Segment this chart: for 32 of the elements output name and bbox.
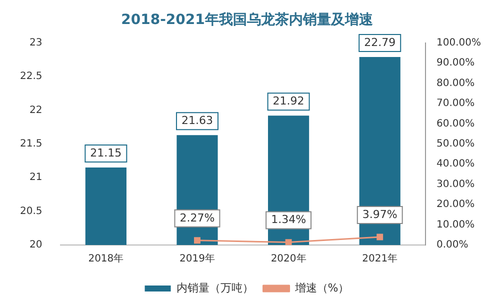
- y2-tick-label: 10.00%: [436, 219, 475, 230]
- chart-title: 2018-2021年我国乌龙茶内销量及增速: [121, 12, 374, 28]
- y2-tick-label: 30.00%: [436, 178, 475, 190]
- data-label: 3.97%: [362, 208, 398, 221]
- data-label: 21.63: [181, 114, 213, 127]
- y-tick-label: 20.5: [20, 206, 42, 217]
- y2-tick-label: 80.00%: [436, 78, 475, 89]
- y-tick-label: 21: [30, 172, 42, 184]
- data-label: 21.92: [272, 94, 304, 108]
- data-label: 1.34%: [271, 213, 306, 226]
- y-tick-label: 21.5: [20, 138, 42, 150]
- y2-tick-label: 70.00%: [436, 98, 475, 110]
- y-tick-label: 23: [30, 37, 42, 48]
- y2-tick-label: 60.00%: [436, 118, 475, 130]
- y2-tick-label: 20.00%: [436, 199, 475, 210]
- x-tick-label: 2019年: [180, 252, 215, 265]
- y2-tick-label: 50.00%: [436, 138, 475, 150]
- data-label: 2.27%: [180, 211, 215, 224]
- legend-label: 增速（%）: [294, 281, 350, 294]
- x-tick-label: 2021年: [362, 252, 398, 265]
- y-tick-label: 20: [30, 240, 42, 251]
- y2-tick-label: 40.00%: [436, 158, 475, 170]
- y-tick-label: 22: [30, 104, 42, 116]
- y2-tick-label: 0.00%: [436, 240, 468, 251]
- legend-label: 内销量（万吨）: [176, 281, 254, 294]
- y-tick-label: 22.5: [20, 71, 42, 82]
- y2-tick-label: 90.00%: [436, 58, 475, 69]
- x-tick-label: 2018年: [88, 252, 124, 265]
- y2-tick-label: 100.00%: [436, 37, 482, 48]
- data-label: 21.15: [90, 146, 122, 160]
- data-label: 22.79: [364, 36, 396, 49]
- x-tick-label: 2020年: [270, 252, 306, 265]
